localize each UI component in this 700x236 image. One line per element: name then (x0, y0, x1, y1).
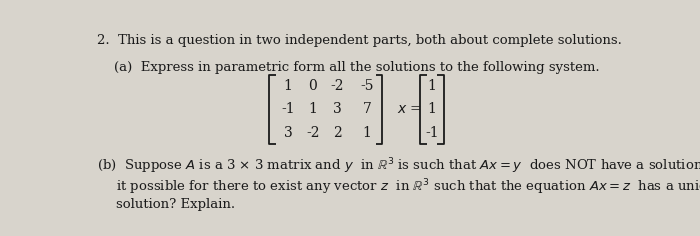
Text: 7: 7 (363, 102, 371, 116)
Text: solution? Explain.: solution? Explain. (116, 198, 234, 211)
Text: 2.  This is a question in two independent parts, both about complete solutions.: 2. This is a question in two independent… (97, 34, 622, 47)
Text: 1: 1 (308, 102, 317, 116)
Text: -1: -1 (281, 102, 295, 116)
Text: (a)  Express in parametric form all the solutions to the following system.: (a) Express in parametric form all the s… (97, 61, 600, 74)
Text: 0: 0 (308, 79, 317, 93)
Text: $x$ =: $x$ = (397, 102, 422, 116)
Text: 1: 1 (284, 79, 293, 93)
Text: -1: -1 (425, 126, 439, 140)
Text: 1: 1 (428, 102, 436, 116)
Text: 3: 3 (332, 102, 342, 116)
Text: 1: 1 (363, 126, 371, 140)
Text: -2: -2 (330, 79, 344, 93)
Text: -5: -5 (360, 79, 374, 93)
Text: -2: -2 (306, 126, 319, 140)
Text: it possible for there to exist any vector $z$  in $\mathbb{R}^3$ such that the e: it possible for there to exist any vecto… (116, 177, 700, 197)
Text: 2: 2 (332, 126, 342, 140)
Text: 3: 3 (284, 126, 293, 140)
Text: (b)  Suppose $A$ is a 3 $\times$ 3 matrix and $y$  in $\mathbb{R}^3$ is such tha: (b) Suppose $A$ is a 3 $\times$ 3 matrix… (97, 156, 700, 176)
Text: 1: 1 (428, 79, 436, 93)
